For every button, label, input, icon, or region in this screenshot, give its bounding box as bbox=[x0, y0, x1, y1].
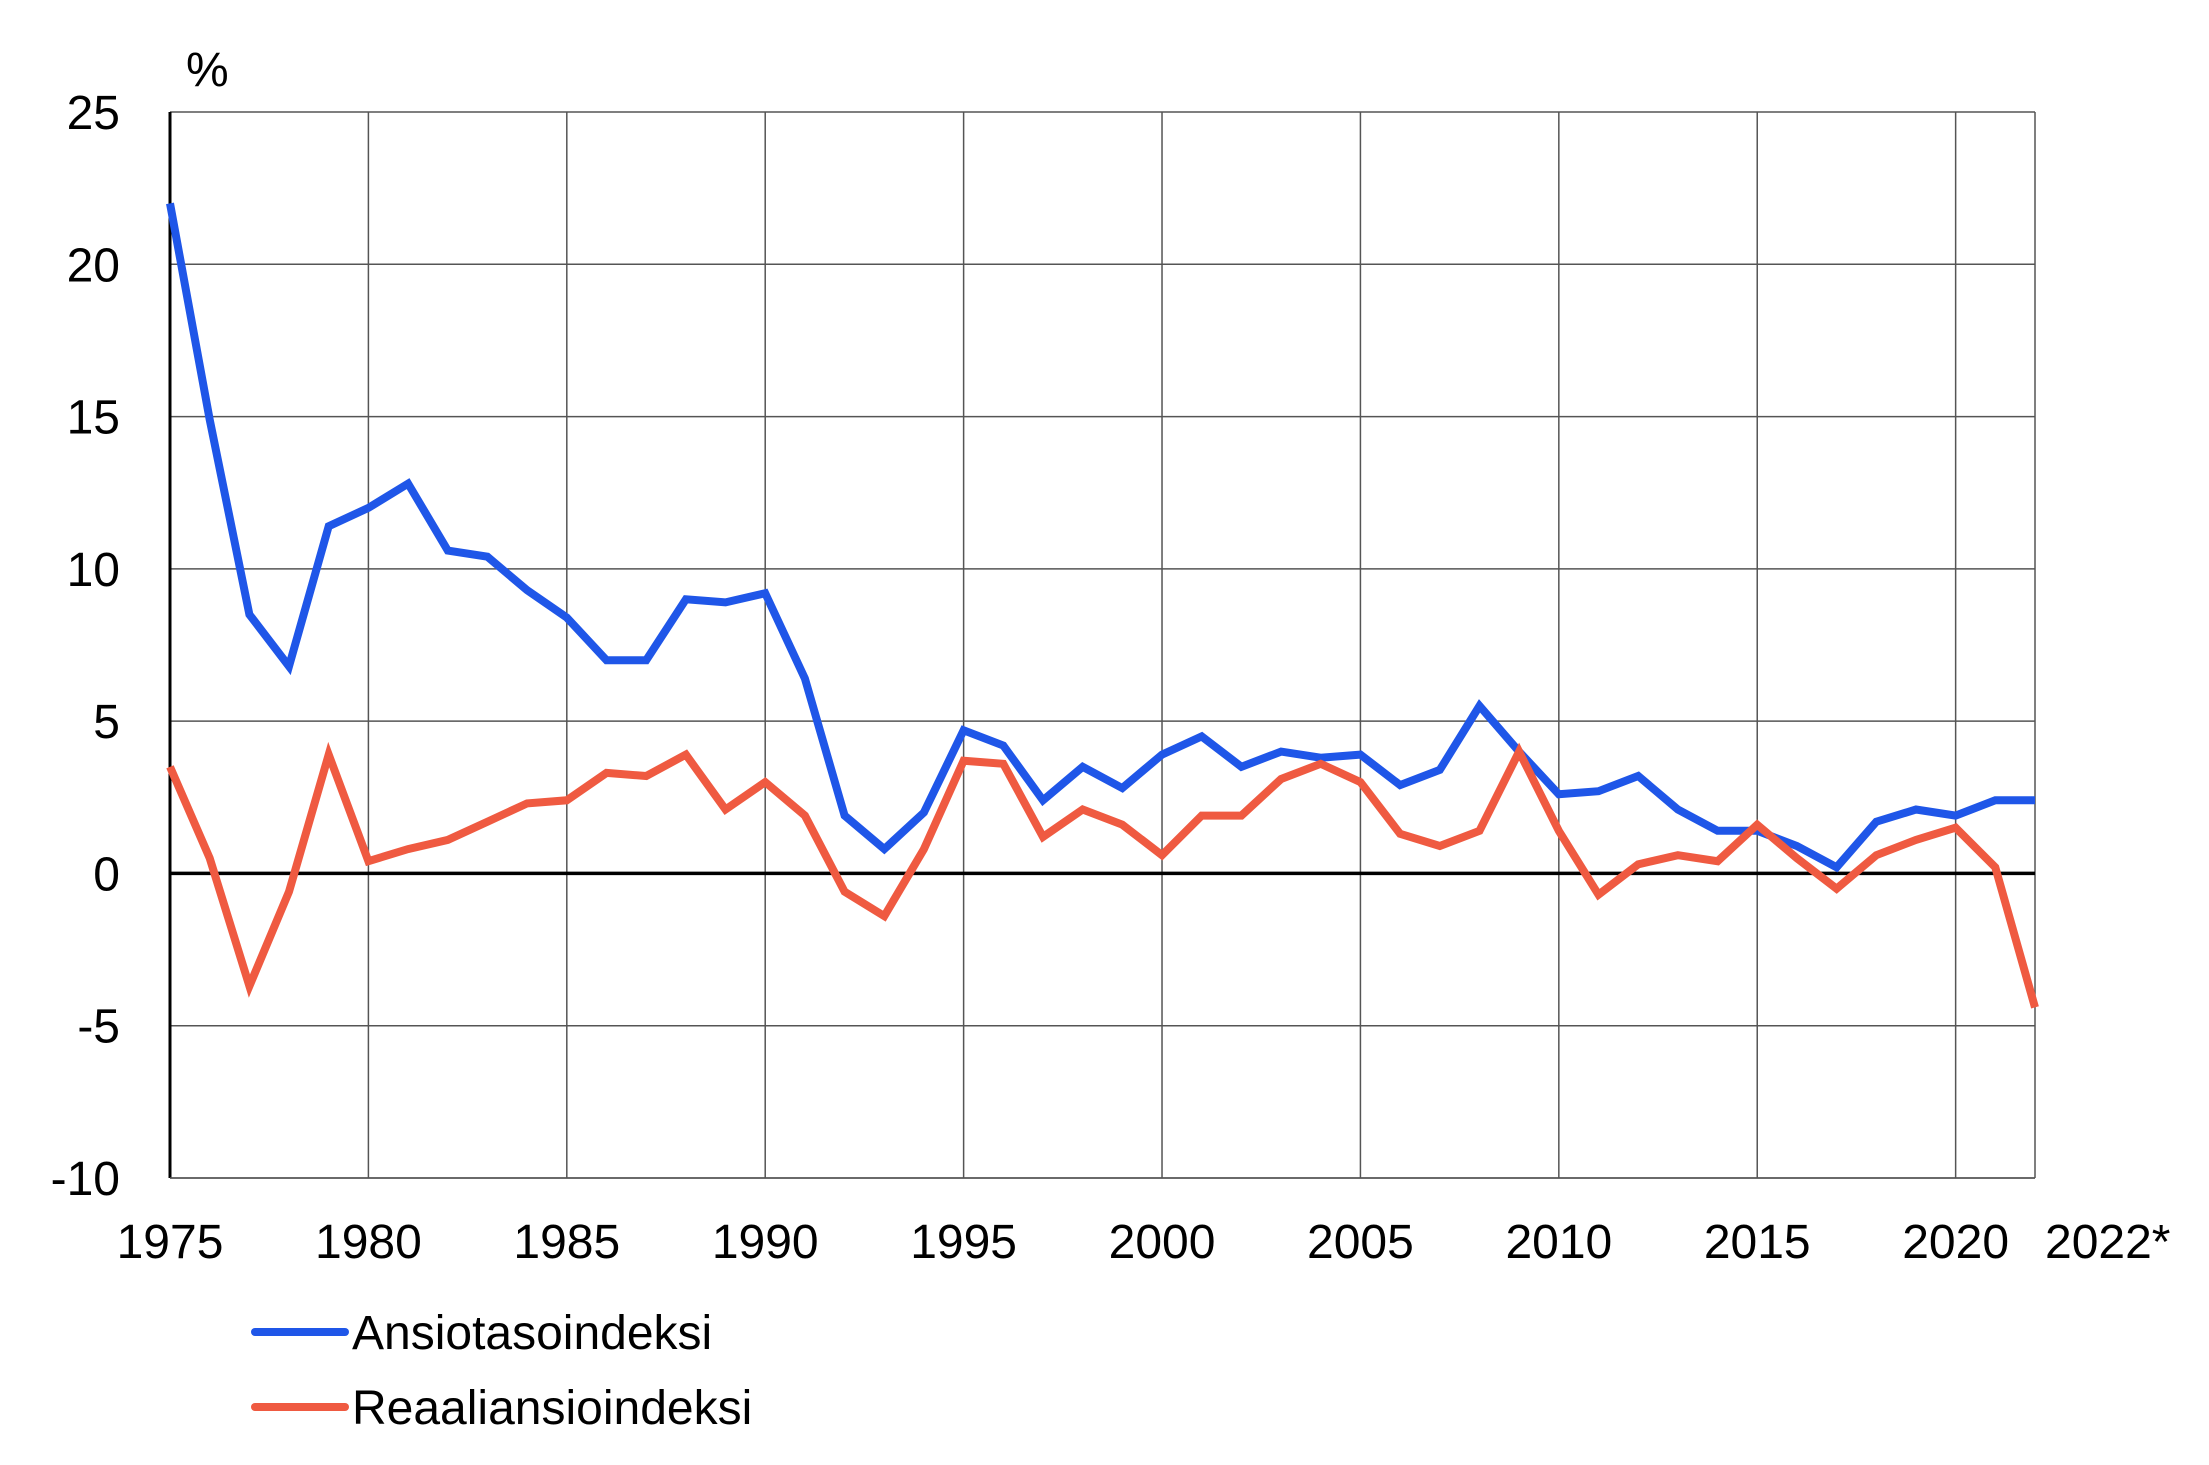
x-tick-label: 2005 bbox=[1307, 1216, 1414, 1269]
y-tick-label: -5 bbox=[77, 1001, 120, 1054]
y-tick-label: 15 bbox=[67, 392, 120, 445]
x-tick-label: 1980 bbox=[315, 1216, 422, 1269]
x-tick-label: 2000 bbox=[1109, 1216, 1216, 1269]
series-line-ansiotasoindeksi bbox=[166, 202, 2035, 873]
series-layer bbox=[166, 202, 2039, 1009]
x-tick-label: 2022* bbox=[2045, 1216, 2170, 1269]
y-axis-unit-label: % bbox=[186, 44, 229, 97]
x-tick-label: 1995 bbox=[910, 1216, 1017, 1269]
legend-label: Reaaliansioindeksi bbox=[352, 1382, 752, 1435]
x-tick-label: 2010 bbox=[1505, 1216, 1612, 1269]
x-tick-label: 1985 bbox=[513, 1216, 620, 1269]
y-tick-label: 10 bbox=[67, 544, 120, 597]
y-tick-label: 5 bbox=[93, 696, 120, 749]
y-tick-label: -10 bbox=[51, 1153, 120, 1206]
grid-lines bbox=[170, 111, 2036, 1179]
y-tick-label: 20 bbox=[67, 239, 120, 292]
y-tick-label: 25 bbox=[67, 87, 120, 140]
x-tick-label: 1990 bbox=[712, 1216, 819, 1269]
x-tick-label: 1975 bbox=[117, 1216, 224, 1269]
y-tick-label: 0 bbox=[93, 848, 120, 901]
x-tick-label: 2015 bbox=[1704, 1216, 1811, 1269]
series-line-reaaliansioindeksi bbox=[166, 741, 2039, 1009]
axes bbox=[168, 112, 2035, 1179]
legend-label: Ansiotasoindeksi bbox=[352, 1307, 712, 1360]
x-tick-label: 2020 bbox=[1902, 1216, 2009, 1269]
legend: Ansiotasoindeksi Reaaliansioindeksi bbox=[251, 1307, 752, 1435]
